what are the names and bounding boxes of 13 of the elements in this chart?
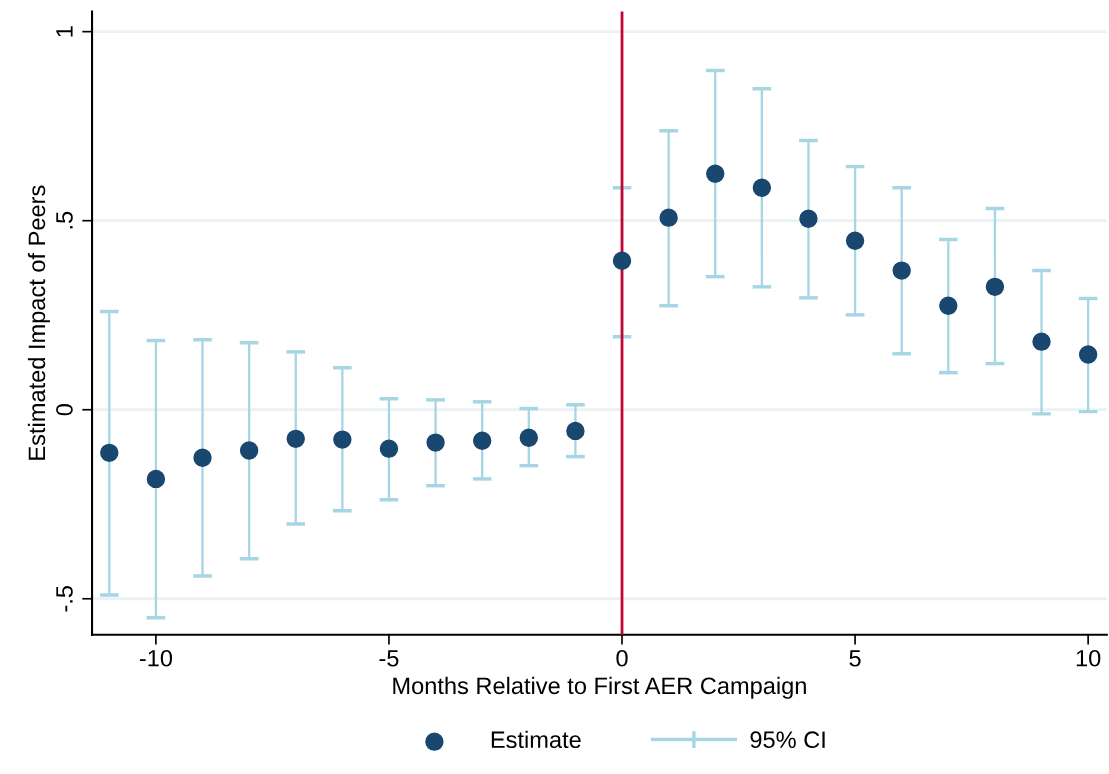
y-tick-label: -.5	[56, 585, 73, 612]
legend-label: 95% CI	[750, 731, 825, 749]
x-tick-label: 10	[1076, 649, 1101, 667]
y-axis-title: Estimated Impact of Peers	[27, 185, 50, 460]
x-tick-label: 5	[849, 650, 861, 667]
x-tick-label: -5	[379, 650, 399, 667]
y-tick-label: 0	[56, 404, 73, 416]
x-tick-label: -10	[139, 649, 173, 667]
y-tick-label: .5	[56, 211, 73, 229]
x-axis-title: Months Relative to First AER Campaign	[393, 676, 806, 699]
legend-label: Estimate	[491, 730, 581, 749]
y-tick-label: 1	[56, 26, 73, 37]
x-tick-label: 0	[616, 649, 628, 667]
